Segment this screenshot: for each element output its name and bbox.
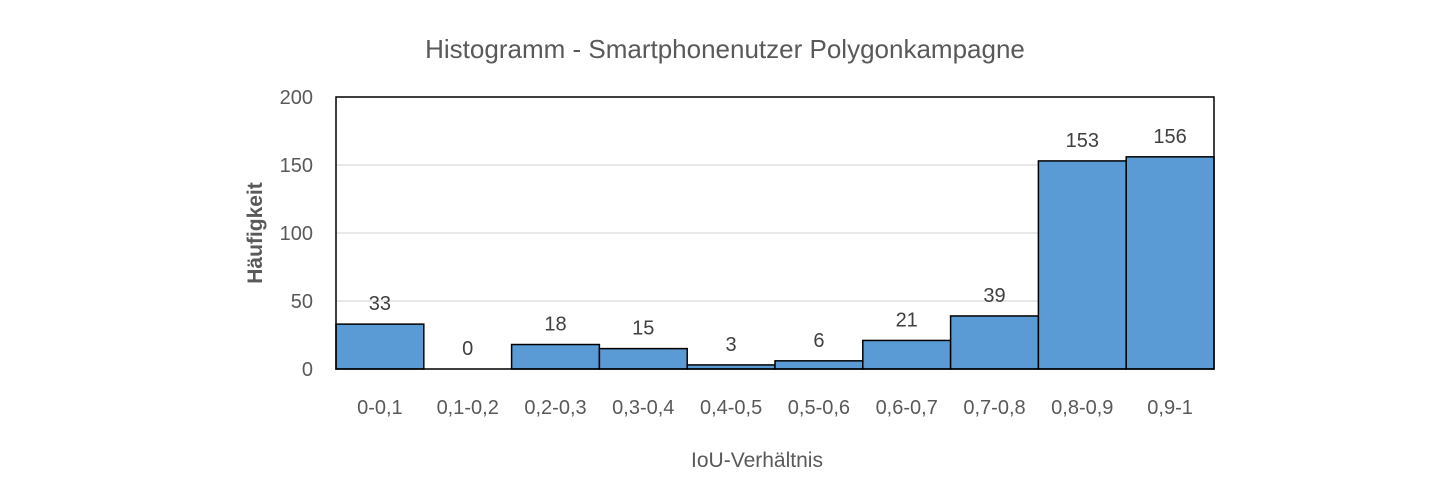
- x-tick-label: 0,8-0,9: [1051, 397, 1113, 419]
- data-label: 153: [1066, 130, 1099, 152]
- bar-0,9-1: [1125, 156, 1215, 370]
- bar-0,8-0,9: [1037, 160, 1127, 370]
- data-label: 33: [369, 293, 391, 315]
- x-tick-label: 0-0,1: [357, 397, 403, 419]
- y-tick-label: 100: [280, 223, 313, 245]
- data-label: 6: [813, 330, 824, 352]
- y-tick-labels: 0 50 100 150 200: [280, 87, 313, 381]
- y-tick-label: 200: [280, 87, 313, 109]
- x-tick-label: 0,4-0,5: [700, 397, 762, 419]
- bar-0-0,1: [335, 323, 425, 370]
- data-label: 39: [983, 285, 1005, 307]
- x-tick-label: 0,6-0,7: [876, 397, 938, 419]
- bars: [335, 156, 1215, 370]
- x-tick-label: 0,7-0,8: [963, 397, 1025, 419]
- x-tick-label: 0,3-0,4: [612, 397, 674, 419]
- bar-0,5-0,6: [774, 360, 864, 370]
- y-axis-label: Häufigkeit: [244, 182, 267, 284]
- data-label: 18: [544, 314, 566, 336]
- y-tick-label: 0: [302, 359, 313, 381]
- x-tick-labels: 0-0,1 0,1-0,2 0,2-0,3 0,3-0,4 0,4-0,5 0,5-0,6…: [357, 397, 1193, 419]
- bar-0,6-0,7: [862, 339, 952, 370]
- chart-title: Histogramm - Smartphonenutzer Polygonkam…: [425, 34, 1025, 64]
- x-axis-label: IoU-Verhältnis: [691, 449, 823, 472]
- x-tick-label: 0,5-0,6: [788, 397, 850, 419]
- data-label: 3: [726, 334, 737, 356]
- bar-0,3-0,4: [598, 347, 688, 370]
- y-tick-label: 150: [280, 155, 313, 177]
- data-label: 0: [462, 338, 473, 360]
- data-label: 156: [1153, 126, 1186, 148]
- bar-0,7-0,8: [949, 315, 1040, 370]
- x-tick-label: 0,1-0,2: [437, 397, 499, 419]
- data-label: 21: [896, 309, 918, 331]
- bar-0,2-0,3: [510, 343, 601, 370]
- y-tick-label: 50: [291, 291, 313, 313]
- x-tick-label: 0,2-0,3: [524, 397, 586, 419]
- x-tick-label: 0,9-1: [1147, 397, 1193, 419]
- data-label: 15: [632, 318, 654, 340]
- plot-frame: [335, 96, 1215, 370]
